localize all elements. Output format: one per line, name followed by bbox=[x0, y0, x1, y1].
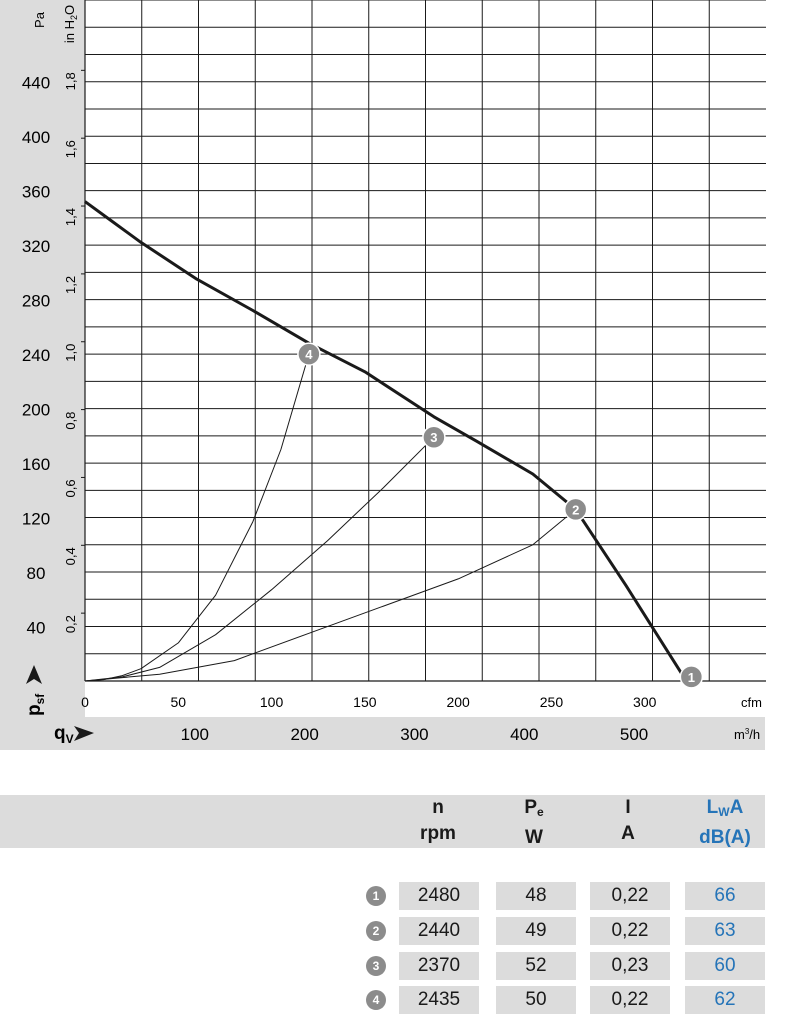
cfm-unit-label: cfm bbox=[741, 695, 762, 710]
operating-point-badge: 4 bbox=[366, 990, 386, 1010]
cfm-tick-label: 200 bbox=[446, 694, 470, 710]
operating-point-badge: 2 bbox=[366, 921, 386, 941]
inh2o-tick-label: 0,2 bbox=[63, 615, 78, 633]
pa-tick-label: 440 bbox=[22, 74, 50, 93]
pa-tick-label: 400 bbox=[22, 128, 50, 147]
cfm-tick-label: 250 bbox=[540, 694, 564, 710]
m3h-tick-label: 300 bbox=[400, 725, 428, 744]
psf-axis-symbol: psf bbox=[24, 693, 47, 716]
current-cell: 0,22 bbox=[590, 882, 670, 910]
sound-cell: 63 bbox=[685, 917, 765, 945]
axis-text-layer: 44040036032028024020016012080401,81,61,4… bbox=[22, 69, 657, 744]
inh2o-tick-label: 1,0 bbox=[63, 344, 78, 362]
header-sound-level: LWA dB(A) bbox=[699, 797, 751, 848]
system-resistance-curve bbox=[84, 436, 435, 682]
inh2o-tick-label: 1,2 bbox=[63, 276, 78, 294]
table-row: 3 2370 52 0,23 60 bbox=[0, 952, 800, 980]
header-power: Pe W bbox=[524, 797, 544, 848]
header-current: I A bbox=[621, 797, 635, 844]
pa-tick-label: 320 bbox=[22, 237, 50, 256]
qv-axis-symbol: qV bbox=[54, 723, 74, 746]
operating-point-badge: 3 bbox=[366, 956, 386, 976]
sound-cell: 62 bbox=[685, 986, 765, 1014]
pa-tick-label: 40 bbox=[27, 619, 46, 638]
pa-unit-label: Pa bbox=[32, 11, 47, 28]
table-row: 2 2440 49 0,22 63 bbox=[0, 917, 800, 945]
cfm-tick-label: 150 bbox=[353, 694, 377, 710]
operating-point-marker: 1 bbox=[679, 665, 704, 689]
bottom-axis-panel bbox=[0, 717, 765, 750]
operating-point-marker: 2 bbox=[563, 497, 588, 522]
m3h-tick-label: 400 bbox=[510, 725, 538, 744]
header-speed: n rpm bbox=[420, 797, 456, 844]
operating-point-circle bbox=[297, 342, 321, 366]
current-cell: 0,22 bbox=[590, 917, 670, 945]
inh2o-tick-label: 1,8 bbox=[63, 72, 78, 90]
power-cell: 48 bbox=[496, 882, 576, 910]
inh2o-tick-label: 1,4 bbox=[63, 208, 78, 226]
pa-tick-label: 200 bbox=[22, 401, 50, 420]
operating-point-circle bbox=[563, 497, 588, 522]
inh2o-tick-label: 0,4 bbox=[63, 547, 78, 565]
operating-point-circle bbox=[679, 665, 704, 689]
sound-cell: 60 bbox=[685, 952, 765, 980]
operating-point-badge: 1 bbox=[366, 886, 386, 906]
speed-cell: 2370 bbox=[399, 952, 479, 980]
cfm-tick-label: 50 bbox=[170, 694, 186, 710]
pa-tick-label: 80 bbox=[27, 564, 46, 583]
current-cell: 0,23 bbox=[590, 952, 670, 980]
system-resistance-curve bbox=[84, 509, 577, 682]
speed-cell: 2435 bbox=[399, 986, 479, 1014]
pa-tick-label: 160 bbox=[22, 455, 50, 474]
pa-tick-label: 240 bbox=[22, 346, 50, 365]
psf-arrow-icon bbox=[26, 665, 42, 684]
inh2o-unit-label: in H2O bbox=[62, 5, 79, 43]
pa-tick-label: 360 bbox=[22, 183, 50, 202]
power-cell: 49 bbox=[496, 917, 576, 945]
current-cell: 0,22 bbox=[590, 986, 670, 1014]
m3h-tick-label: 100 bbox=[181, 725, 209, 744]
operating-point-marker: 4 bbox=[297, 342, 321, 366]
operating-point-label: 4 bbox=[305, 347, 313, 362]
operating-point-marker: 3 bbox=[422, 425, 446, 449]
pa-tick-label: 120 bbox=[22, 510, 50, 529]
grid-lines bbox=[84, 0, 766, 682]
left-axis-panel bbox=[0, 0, 85, 750]
pa-tick-label: 280 bbox=[22, 292, 50, 311]
operating-point-label: 3 bbox=[430, 430, 437, 445]
m3h-unit-label: m3/h bbox=[734, 727, 760, 742]
speed-cell: 2440 bbox=[399, 917, 479, 945]
cfm-tick-label: 100 bbox=[260, 694, 284, 710]
qv-arrow-icon bbox=[74, 726, 94, 741]
operating-point-circle bbox=[422, 425, 446, 449]
sound-cell: 66 bbox=[685, 882, 765, 910]
table-row: 1 2480 48 0,22 66 bbox=[0, 882, 800, 910]
table-row: 4 2435 50 0,22 62 bbox=[0, 986, 800, 1014]
inh2o-tick-label: 1,6 bbox=[63, 140, 78, 158]
speed-cell: 2480 bbox=[399, 882, 479, 910]
power-cell: 50 bbox=[496, 986, 576, 1014]
power-cell: 52 bbox=[496, 952, 576, 980]
fan-curve-chart: 1 2 3 4 440 400 360 320 280 240 200 160 120 80 40 1,8 1… bbox=[0, 0, 766, 750]
m3h-tick-label: 200 bbox=[290, 725, 318, 744]
cfm-tick-label: 0 bbox=[81, 694, 89, 710]
operating-point-label: 2 bbox=[572, 502, 579, 517]
operating-point-layer: 1 2 3 4 bbox=[297, 342, 704, 689]
inh2o-tick-label: 0,8 bbox=[63, 412, 78, 430]
m3h-tick-label: 500 bbox=[620, 725, 648, 744]
inh2o-tick-label: 0,6 bbox=[63, 479, 78, 497]
table-header: n rpm Pe W I A LWA dB(A) bbox=[0, 795, 765, 848]
cfm-tick-label: 300 bbox=[633, 694, 657, 710]
operating-point-label: 1 bbox=[688, 670, 695, 685]
